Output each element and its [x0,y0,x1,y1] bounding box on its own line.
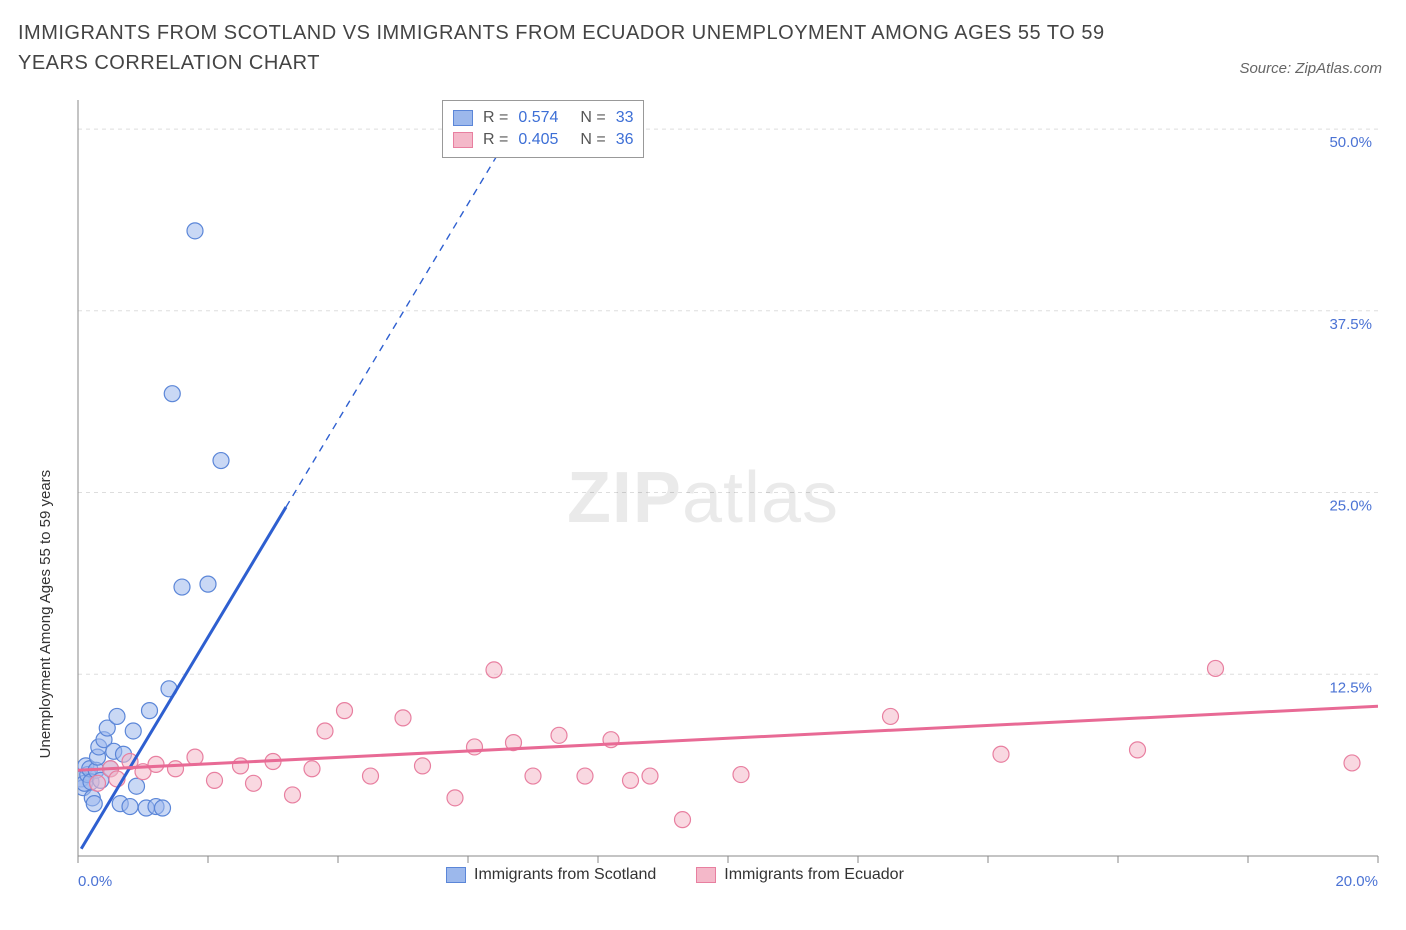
data-point [733,767,749,783]
stat-n-value: 36 [616,131,634,149]
y-tick-label: 12.5% [1329,679,1372,696]
legend-swatch [453,132,473,148]
legend-swatch [696,867,716,883]
stat-n-label: N = [580,109,605,127]
data-point [155,800,171,816]
data-point [142,703,158,719]
data-point [187,223,203,239]
data-point [363,768,379,784]
correlation-chart: ZIPatlas 12.5%25.0%37.5%50.0%0.0%20.0%Un… [18,92,1388,912]
x-tick-label: 0.0% [78,873,112,890]
data-point [1130,742,1146,758]
data-point [233,758,249,774]
stat-n-value: 33 [616,109,634,127]
data-point [148,756,164,772]
data-point [246,775,262,791]
chart-svg: 12.5% 25.0% 37.5% 50.0% 0.0% 20.0% Unemploymen… [18,92,1388,912]
data-point [174,579,190,595]
data-point [447,790,463,806]
data-point [1344,755,1360,771]
chart-title: IMMIGRANTS FROM SCOTLAND VS IMMIGRANTS F… [18,18,1138,78]
stats-row: R = 0.405 N = 36 [453,129,633,151]
data-point [200,576,216,592]
data-point [207,772,223,788]
data-point [213,453,229,469]
series [90,660,1361,827]
legend-item: Immigrants from Ecuador [696,866,904,884]
data-point [86,796,102,812]
data-point [1208,660,1224,676]
data-point [109,708,125,724]
source-attribution: Source: ZipAtlas.com [1239,60,1382,77]
data-point [993,746,1009,762]
data-point [129,778,145,794]
legend-swatch [453,110,473,126]
data-point [395,710,411,726]
data-point [168,761,184,777]
data-point [883,708,899,724]
legend-label: Immigrants from Ecuador [724,866,904,884]
y-tick-label: 37.5% [1329,316,1372,333]
data-point [164,386,180,402]
data-point [551,727,567,743]
data-point [285,787,301,803]
trend-line [78,706,1378,770]
data-point [415,758,431,774]
data-point [317,723,333,739]
legend-item: Immigrants from Scotland [446,866,656,884]
series [73,223,229,816]
legend-label: Immigrants from Scotland [474,866,656,884]
y-tick-label: 50.0% [1329,134,1372,151]
stats-row: R = 0.574 N = 33 [453,107,633,129]
x-tick-label: 20.0% [1335,873,1378,890]
data-point [122,799,138,815]
data-point [623,772,639,788]
stat-r-label: R = [483,131,508,149]
y-axis-label: Unemployment Among Ages 55 to 59 years [37,470,54,759]
stats-legend-box: R = 0.574 N = 33 R = 0.405 N = 36 [442,100,644,158]
legend-swatch [446,867,466,883]
data-point [90,775,106,791]
data-point [486,662,502,678]
stat-r-label: R = [483,109,508,127]
data-point [467,739,483,755]
stat-r-value: 0.574 [518,109,570,127]
data-point [125,723,141,739]
data-point [304,761,320,777]
data-point [577,768,593,784]
data-point [525,768,541,784]
stat-r-value: 0.405 [518,131,570,149]
data-point [675,812,691,828]
y-tick-label: 25.0% [1329,498,1372,515]
data-point [642,768,658,784]
data-point [337,703,353,719]
trend-line [81,507,286,849]
series-legend: Immigrants from Scotland Immigrants from … [446,866,904,884]
stat-n-label: N = [580,131,605,149]
